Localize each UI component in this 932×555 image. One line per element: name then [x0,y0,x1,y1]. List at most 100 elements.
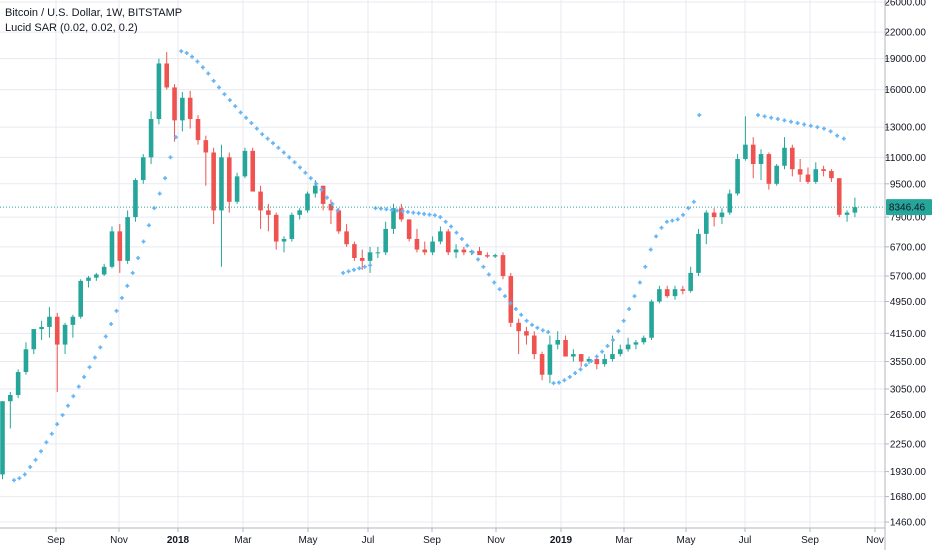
candle-body [750,144,756,165]
sar-point [103,334,108,339]
sar-point [238,110,243,115]
candle-body [790,147,795,170]
candle-body [492,255,498,257]
x-tick-label: Nov [487,535,505,546]
candle-body [172,87,177,121]
x-tick-label: Nov [866,535,884,546]
sar-point [808,123,813,128]
candle-body [594,359,600,365]
sar-point [55,422,60,427]
sar-point [109,322,114,327]
sar-point [529,322,534,327]
candle-body [586,359,592,362]
candle-body [8,394,13,402]
sar-point [627,306,632,311]
sar-point [459,236,464,241]
sar-point [583,363,588,368]
candle-body [711,212,717,218]
sar-point [654,234,659,239]
candle-body [375,252,381,254]
sar-point [146,223,151,228]
sar-point [492,280,497,285]
sar-point [422,211,427,216]
candle-body [219,157,224,211]
sar-point [217,85,222,90]
y-tick-label: 1680.00 [890,492,927,503]
candle-body [453,249,459,253]
candle-body [242,150,248,177]
sar-point [157,191,162,196]
candle-body [352,244,357,258]
sar-point [287,155,292,160]
candle-body [78,280,83,317]
sar-point [82,374,87,379]
candle-body [31,329,37,350]
sar-point [136,255,141,260]
candle-body [829,170,834,179]
sar-point [346,269,351,274]
sar-point [233,104,238,109]
sar-point [432,213,437,218]
sar-point [519,312,524,317]
candle-body [563,340,568,357]
candle-body [524,331,529,336]
candle-body [86,277,91,281]
candle-body [445,231,451,253]
chart-legend: Bitcoin / U.S. Dollar, 1W, BITSTAMP Luci… [5,6,182,36]
sar-point [775,117,780,122]
candle-body [516,322,521,332]
sar-point [567,374,572,379]
sar-point [605,343,610,348]
candle-body [672,289,678,297]
sar-point [276,145,281,150]
candle-body [602,359,607,365]
x-tick-label: 2019 [550,535,573,546]
candle-body [664,289,670,297]
candle-body [211,152,216,211]
last-price-label: 8346.46 [889,203,926,214]
sar-point [130,270,135,275]
sar-point [670,218,675,223]
sar-point [465,243,470,248]
y-tick-label: 1460.00 [890,518,927,529]
sar-point [762,114,767,119]
y-tick-label: 7900.00 [890,213,927,224]
sar-point [686,206,691,211]
sar-point [119,295,124,300]
sar-point [222,92,227,97]
candle-body [539,354,545,375]
y-tick-label: 26000.00 [884,0,926,9]
sar-point [330,201,335,206]
candle-body [774,165,779,184]
sar-point [486,272,491,277]
sar-point [195,59,200,64]
candle-body [297,210,302,215]
sar-point [33,457,38,462]
candle-body [844,212,850,215]
candle-body [250,150,256,192]
indicator-title: Lucid SAR (0.02, 0.02, 0.2) [5,22,138,34]
x-tick-label: Sep [801,535,819,546]
candle-body [578,354,584,362]
candle-body [47,316,52,327]
sar-point [351,267,356,272]
candle-body [54,316,60,345]
y-tick-label: 4150.00 [890,329,927,340]
candle-body [15,372,21,395]
candle-body [571,354,576,357]
candle-body [266,210,271,215]
sar-point [65,403,70,408]
sar-point [508,301,513,306]
sar-point [114,308,119,313]
sar-point [815,125,820,130]
sar-point [281,150,286,155]
candle-body [0,401,5,475]
sar-point [125,283,130,288]
x-tick-label: 2018 [167,535,190,546]
sar-point [621,318,626,323]
sar-point [616,329,621,334]
candle-body [422,249,428,253]
sar-point [389,207,394,212]
